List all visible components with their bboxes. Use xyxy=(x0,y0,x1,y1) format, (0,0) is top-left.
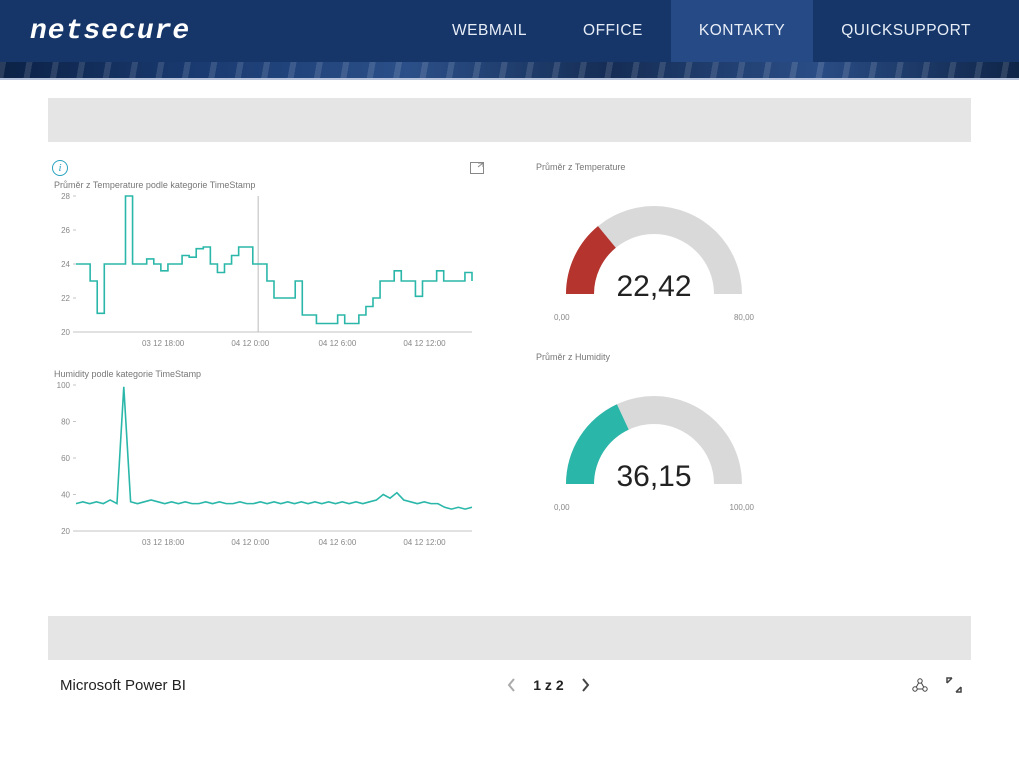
svg-text:03 12 18:00: 03 12 18:00 xyxy=(142,538,185,547)
svg-text:04 12 0:00: 04 12 0:00 xyxy=(231,339,269,348)
prev-page-button[interactable] xyxy=(503,676,521,694)
report-footer: Microsoft Power BI 1 z 2 xyxy=(48,616,971,710)
logo: netsecure xyxy=(30,16,190,47)
gauges-column: Průměr z Temperature 22,42 0,00 80,00 Pr… xyxy=(528,160,971,566)
svg-text:03 12 18:00: 03 12 18:00 xyxy=(142,339,185,348)
temperature-chart-block: i Průměr z Temperature podle kategorie T… xyxy=(48,160,488,357)
svg-text:24: 24 xyxy=(61,260,70,269)
nav-item-quicksupport[interactable]: QUICKSUPPORT xyxy=(813,0,999,62)
report-title-bar xyxy=(48,98,971,142)
svg-text:100: 100 xyxy=(57,381,71,390)
fullscreen-icon[interactable] xyxy=(945,676,963,694)
humidity-gauge-max: 100,00 xyxy=(730,503,754,512)
temperature-chart-title: Průměr z Temperature podle kategorie Tim… xyxy=(48,178,488,192)
svg-text:22: 22 xyxy=(61,294,70,303)
svg-text:28: 28 xyxy=(61,192,70,201)
temperature-gauge[interactable]: 22,42 0,00 80,00 xyxy=(534,182,774,322)
next-page-button[interactable] xyxy=(576,676,594,694)
nav-item-office[interactable]: OFFICE xyxy=(555,0,671,62)
svg-text:60: 60 xyxy=(61,454,70,463)
svg-text:80: 80 xyxy=(61,418,70,427)
powerbi-brand: Microsoft Power BI xyxy=(56,677,186,694)
page-indicator: 1 z 2 xyxy=(533,677,563,693)
svg-text:26: 26 xyxy=(61,226,70,235)
humidity-gauge-min: 0,00 xyxy=(554,503,570,512)
svg-text:04 12 6:00: 04 12 6:00 xyxy=(318,339,356,348)
nav-item-kontakty[interactable]: KONTAKTY xyxy=(671,0,813,62)
temperature-gauge-min: 0,00 xyxy=(554,313,570,322)
svg-text:40: 40 xyxy=(61,491,70,500)
temperature-gauge-title: Průměr z Temperature xyxy=(536,162,971,172)
page-body: i Průměr z Temperature podle kategorie T… xyxy=(0,80,1019,710)
humidity-chart[interactable]: 20 40 60 80 100 03 12 18:00 04 12 0:00 04 12 6:… xyxy=(48,381,478,551)
svg-text:20: 20 xyxy=(61,328,70,337)
temperature-gauge-max: 80,00 xyxy=(734,313,754,322)
humidity-chart-title: Humidity podle kategorie TimeStamp xyxy=(48,367,488,381)
humidity-chart-block: Humidity podle kategorie TimeStamp 20 40 6… xyxy=(48,367,488,556)
humidity-gauge-value: 36,15 xyxy=(534,460,774,494)
header-strip xyxy=(0,62,1019,80)
popout-icon[interactable] xyxy=(470,162,484,174)
svg-text:04 12 0:00: 04 12 0:00 xyxy=(231,538,269,547)
humidity-gauge-block: Průměr z Humidity 36,15 0,00 100,00 xyxy=(534,352,971,512)
temperature-chart[interactable]: 20 22 24 26 28 03 12 18:00 04 12 0:00 04 12 6:0… xyxy=(48,192,478,352)
temperature-gauge-block: Průměr z Temperature 22,42 0,00 80,00 xyxy=(534,162,971,322)
humidity-gauge-title: Průměr z Humidity xyxy=(536,352,971,362)
svg-text:04 12 12:00: 04 12 12:00 xyxy=(403,339,446,348)
svg-text:04 12 6:00: 04 12 6:00 xyxy=(318,538,356,547)
nav-links: WEBMAILOFFICEKONTAKTYQUICKSUPPORT xyxy=(424,0,999,62)
dashboard: i Průměr z Temperature podle kategorie T… xyxy=(48,142,971,566)
info-icon[interactable]: i xyxy=(52,160,68,176)
humidity-gauge[interactable]: 36,15 0,00 100,00 xyxy=(534,372,774,512)
share-icon[interactable] xyxy=(911,676,929,694)
charts-column: i Průměr z Temperature podle kategorie T… xyxy=(48,160,488,566)
svg-text:04 12 12:00: 04 12 12:00 xyxy=(403,538,446,547)
svg-text:20: 20 xyxy=(61,527,70,536)
nav-item-webmail[interactable]: WEBMAIL xyxy=(424,0,555,62)
footer-spacer xyxy=(48,616,971,660)
pager: 1 z 2 xyxy=(503,676,593,694)
temperature-gauge-value: 22,42 xyxy=(534,270,774,304)
top-nav: netsecure WEBMAILOFFICEKONTAKTYQUICKSUPP… xyxy=(0,0,1019,62)
